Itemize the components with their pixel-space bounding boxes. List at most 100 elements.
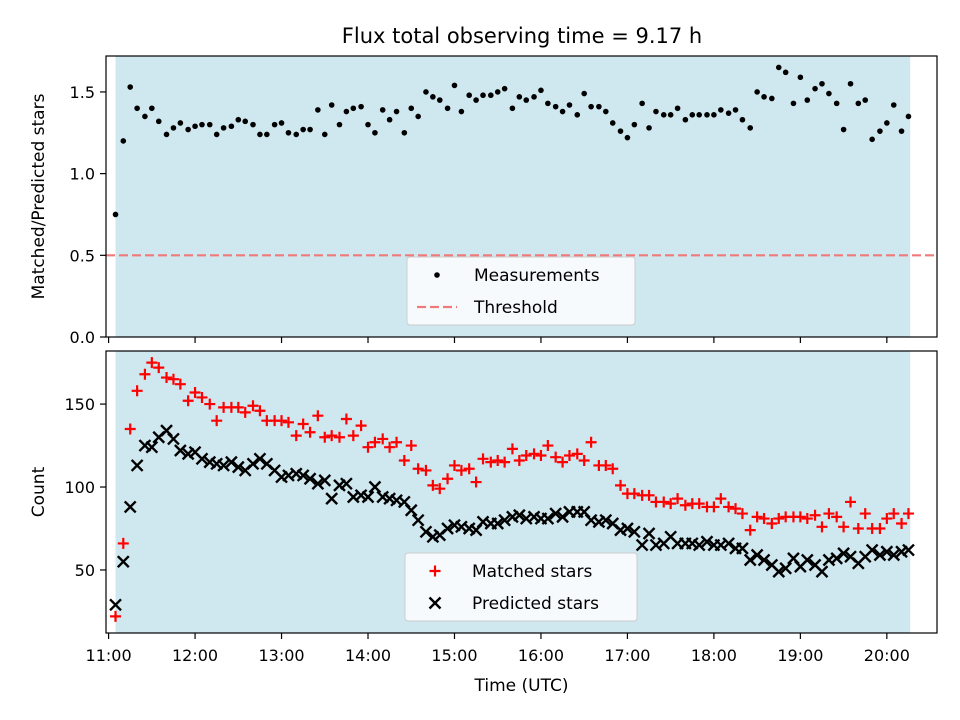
matched-point: [715, 493, 727, 505]
matched-point: [766, 518, 778, 530]
matched-point: [161, 372, 173, 384]
measurement-point: [177, 120, 184, 126]
predicted-point: [253, 452, 267, 466]
matched-point: [442, 473, 454, 485]
y-axis-label: Matched/Predicted stars: [29, 93, 49, 299]
matched-point: [377, 433, 389, 445]
measurement-point: [372, 129, 378, 136]
predicted-point: [325, 492, 339, 505]
predicted-point: [368, 480, 382, 494]
predicted-point: [174, 444, 187, 457]
matched-point: [398, 454, 410, 466]
measurement-point: [538, 87, 544, 94]
predicted-point: [296, 469, 310, 482]
predicted-point: [167, 432, 180, 446]
predicted-point: [779, 561, 793, 575]
matched-point: [211, 415, 223, 427]
predicted-point: [692, 538, 706, 552]
predicted-point: [750, 548, 764, 562]
matched-point: [751, 511, 763, 523]
predicted-point: [700, 535, 714, 549]
y-tick-label: 0.5: [70, 246, 95, 265]
x-tick-label: 20:00: [864, 646, 910, 665]
measurement-point: [386, 116, 393, 123]
measurement-point: [358, 103, 364, 110]
measurement-point: [430, 94, 436, 100]
matched-point: [312, 410, 324, 422]
measurement-point: [646, 125, 652, 131]
matched-point: [434, 483, 446, 495]
measurement-point: [704, 112, 710, 118]
measurement-point: [747, 125, 754, 131]
predicted-point: [627, 525, 641, 539]
y-tick-label: 1.0: [70, 165, 95, 184]
matched-point: [672, 493, 684, 505]
matched-point: [563, 450, 575, 462]
predicted-point: [130, 459, 144, 472]
matched-point: [902, 508, 914, 520]
measurement-point: [725, 110, 732, 116]
measurement-point: [559, 108, 566, 115]
measurement-point: [509, 105, 516, 112]
measurement-point: [444, 105, 451, 112]
predicted-point: [815, 565, 829, 578]
matched-point: [708, 501, 720, 513]
measurement-point: [112, 211, 119, 218]
matched-point: [174, 378, 186, 390]
predicted-point: [411, 513, 425, 527]
y-tick-label: 50: [75, 561, 95, 580]
matched-point: [628, 488, 640, 500]
matched-point: [823, 508, 835, 520]
measurement-point: [321, 131, 328, 138]
predicted-point: [491, 517, 505, 530]
measurement-point: [235, 116, 242, 123]
measurement-point: [596, 103, 602, 110]
matched-point: [730, 503, 742, 515]
matched-point: [520, 450, 532, 462]
legend-label: Matched stars: [472, 562, 592, 582]
matched-point: [665, 498, 677, 510]
measurement-point: [689, 112, 696, 118]
matched-point: [405, 440, 417, 452]
legend-matched-swatch: [429, 565, 441, 577]
matched-point: [557, 456, 569, 468]
matched-point: [167, 373, 179, 385]
predicted-point: [887, 548, 901, 562]
measurement-point: [905, 113, 912, 120]
top-panel: 0.0 0.5 1.0 1.5 Matched/Predicted stars Measu…: [29, 55, 938, 347]
legend-label: Measurements: [474, 266, 600, 286]
measurement-point: [473, 97, 479, 103]
y-tick-label: 1.5: [70, 83, 95, 102]
predicted-point: [404, 503, 418, 517]
matched-point: [816, 521, 828, 533]
measurement-point: [228, 123, 235, 130]
matched-point: [859, 508, 871, 520]
measurement-point: [343, 108, 350, 115]
measurement-point: [213, 131, 220, 138]
matched-point: [773, 513, 785, 525]
measurement-point: [545, 100, 551, 107]
measurement-point: [847, 80, 854, 87]
matched-point: [347, 430, 359, 442]
measurement-point: [603, 108, 609, 115]
measurement-point: [192, 123, 198, 130]
measurement-point: [408, 105, 415, 112]
axes-frame: [105, 350, 938, 634]
predicted-point: [361, 490, 375, 504]
measurement-point: [293, 131, 300, 138]
x-axis-label: Time (UTC): [474, 676, 569, 696]
measurement-point: [624, 134, 631, 141]
matched-point: [571, 448, 583, 460]
predicted-point: [217, 459, 230, 472]
predicted-point: [195, 452, 209, 466]
measurement-point: [732, 107, 739, 113]
measurement-point: [315, 107, 321, 113]
matched-point: [896, 518, 908, 530]
matched-point: [513, 454, 525, 466]
matched-point: [499, 456, 511, 468]
measurement-point: [393, 108, 400, 115]
predicted-point: [837, 547, 850, 560]
predicted-point: [902, 543, 915, 557]
matched-point: [276, 415, 288, 427]
measurement-point: [285, 129, 292, 136]
